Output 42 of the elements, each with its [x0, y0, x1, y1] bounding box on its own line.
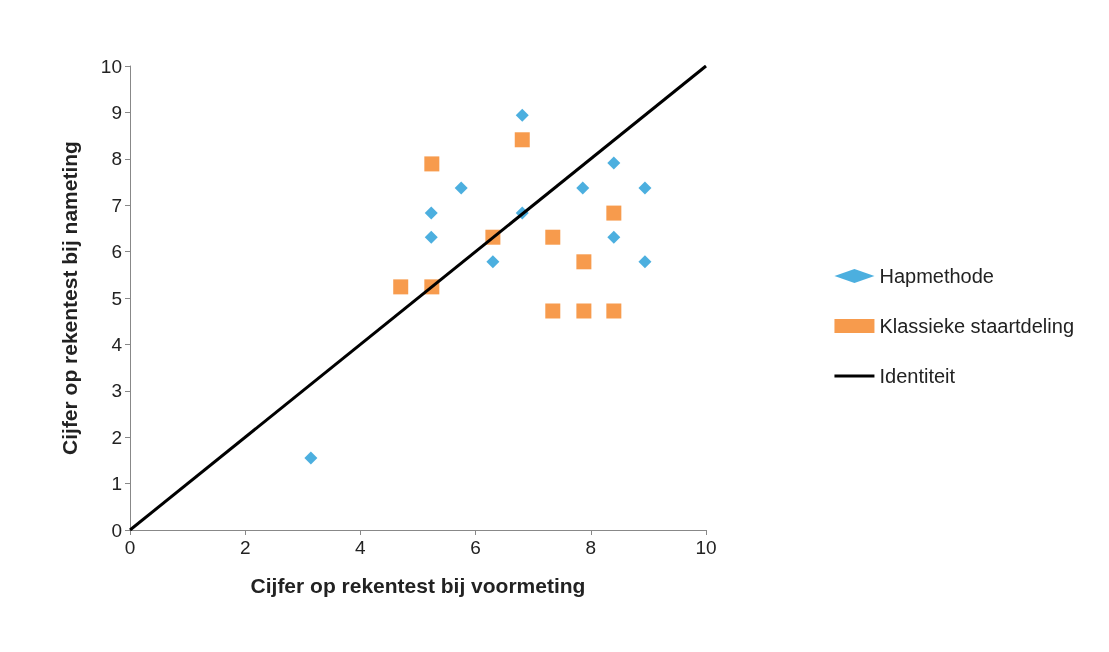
- y-tick-label: 0: [111, 519, 122, 541]
- y-tick-label: 4: [111, 333, 123, 355]
- point: [424, 156, 440, 172]
- point: [393, 279, 409, 295]
- x-tick-label: 4: [355, 537, 367, 558]
- y-tick-label: 1: [111, 473, 122, 495]
- point: [607, 230, 621, 244]
- point: [424, 206, 438, 220]
- y-tick-label: 3: [111, 380, 122, 402]
- legend-label: Hapmethode: [879, 265, 994, 287]
- point: [304, 451, 318, 465]
- y-tick-label: 9: [111, 101, 122, 123]
- point: [515, 108, 529, 122]
- legend-label: Identiteit: [879, 365, 956, 387]
- point: [638, 181, 652, 195]
- y-axis-title: Cijfer op rekentest bij nameting: [58, 141, 81, 455]
- y-tick-label: 2: [111, 426, 122, 448]
- point: [638, 255, 652, 269]
- y-tick-label: 6: [111, 241, 122, 263]
- point: [486, 255, 500, 269]
- x-tick-label: 6: [470, 537, 481, 558]
- point: [454, 181, 468, 195]
- y-tick-label: 10: [100, 55, 122, 77]
- point: [607, 156, 621, 170]
- point: [606, 205, 622, 221]
- x-tick-label: 10: [695, 537, 717, 558]
- point: [606, 303, 622, 319]
- y-tick-label: 5: [111, 287, 122, 309]
- point: [545, 229, 561, 245]
- point: [424, 230, 438, 244]
- legend-label: Klassieke staartdeling: [879, 315, 1075, 337]
- y-tick-label: 7: [111, 194, 122, 216]
- x-tick-label: 0: [124, 537, 136, 558]
- y-tick-label: 8: [111, 148, 122, 170]
- point: [576, 303, 592, 319]
- point: [545, 303, 561, 319]
- x-tick-label: 8: [585, 537, 597, 558]
- x-axis-title: Cijfer op rekentest bij voormeting: [250, 574, 586, 597]
- point: [576, 181, 590, 195]
- x-tick-label: 2: [239, 537, 251, 558]
- point: [576, 254, 592, 270]
- point: [514, 132, 530, 148]
